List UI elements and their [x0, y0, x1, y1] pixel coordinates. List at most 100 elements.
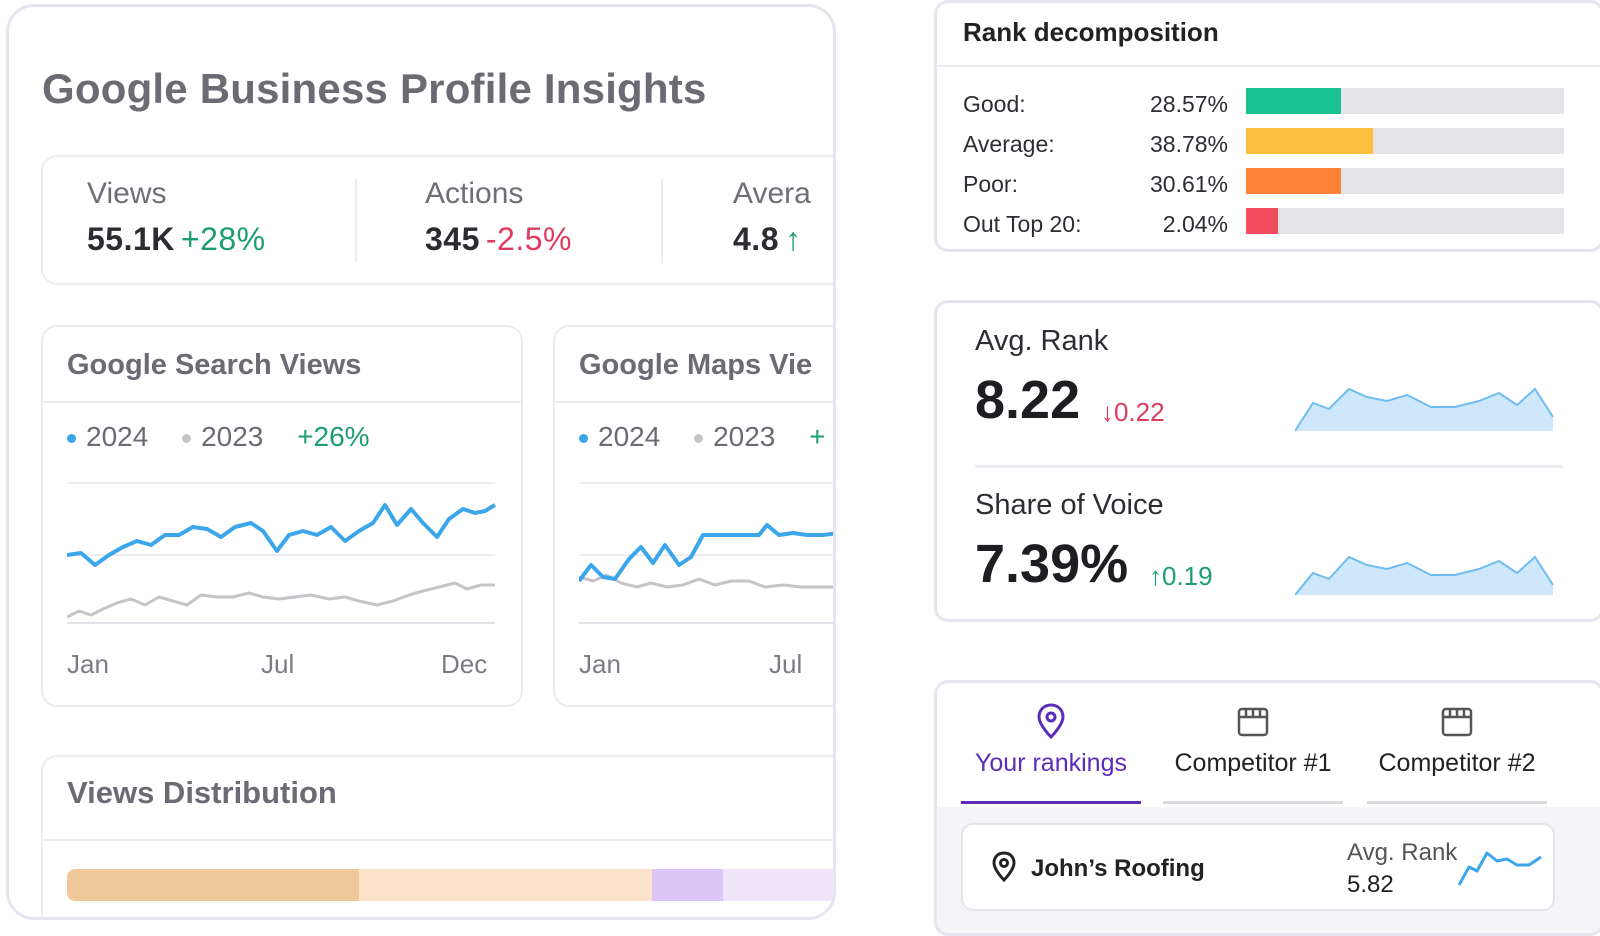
rank-label: Average:	[963, 131, 1055, 157]
share-of-voice-label: Share of Voice	[975, 489, 1164, 521]
axis-label: Jul	[769, 649, 803, 679]
kpi-label: Views	[87, 177, 167, 210]
divider	[43, 839, 833, 841]
tab-label: Competitor #2	[1378, 749, 1536, 777]
tab-underline	[1367, 801, 1547, 804]
legend-dot-icon	[182, 434, 192, 444]
distribution-segment	[651, 869, 723, 901]
divider	[555, 401, 833, 403]
card-title: Google Search Views	[67, 349, 362, 381]
card-title: Views Distribution	[67, 775, 337, 810]
distribution-segment	[67, 869, 360, 901]
distribution-bar	[67, 869, 833, 901]
legend-dot-icon	[67, 434, 76, 444]
legend-label: 2023	[201, 421, 264, 452]
kpi-views[interactable]: Views 55.1K +28%	[87, 177, 266, 258]
card-title: Rank decomposition	[963, 17, 1219, 47]
rank-bar-fill	[1246, 128, 1374, 154]
axis-label: Dec	[441, 649, 488, 679]
legend-label: 2024	[598, 421, 661, 452]
kpi-label: Actions	[425, 177, 524, 210]
share-of-voice-sparkline	[1295, 555, 1554, 596]
tab-label: Your rankings	[975, 749, 1127, 777]
business-name: John’s Roofing	[1031, 855, 1205, 882]
maps-views-line-chart	[579, 482, 833, 624]
sparkline-area	[1295, 557, 1553, 595]
legend-change: +26%	[297, 421, 370, 452]
chart-legend: 2024 2023 +	[579, 421, 833, 453]
sparkline-area	[1295, 389, 1553, 431]
line-2023	[579, 573, 833, 589]
rank-label: Good:	[963, 91, 1026, 117]
axis-label: Jul	[261, 649, 295, 679]
legend-2023[interactable]: 2023	[182, 421, 263, 452]
axis-label: Jan	[67, 649, 109, 679]
divider	[975, 465, 1563, 468]
maps-views-card: Google Maps Vie 2024 2023 + Jan Jul	[553, 325, 833, 707]
rank-bar-fill	[1246, 88, 1342, 114]
tab-bar: Your rankings Competitor #1 Competitor #…	[937, 683, 1600, 807]
line-2024	[67, 503, 497, 567]
rank-bar-track	[1246, 168, 1564, 194]
sparkline-line	[1295, 555, 1554, 596]
divider	[937, 65, 1600, 67]
kpi-delta: ↑	[784, 221, 802, 257]
kpi-value: 55.1K	[87, 221, 175, 257]
avg-rank-sparkline	[1295, 387, 1554, 432]
rankings-tabs-card: Your rankings Competitor #1 Competitor #…	[934, 680, 1600, 936]
rank-bar-track	[1246, 208, 1564, 234]
rank-bar-track	[1246, 128, 1564, 154]
legend-2023[interactable]: 2023	[694, 421, 775, 452]
legend-change: +	[809, 421, 826, 452]
legend-2024[interactable]: 2024	[67, 421, 148, 452]
divider	[43, 401, 521, 403]
share-of-voice-value: 7.39%	[975, 534, 1129, 594]
line-2023	[67, 581, 495, 619]
search-views-card: Google Search Views 2024 2023 +26% Jan J…	[41, 325, 523, 707]
business-rank-sparkline	[1457, 851, 1542, 886]
kpi-delta: +28%	[180, 221, 266, 257]
legend-label: 2024	[86, 421, 149, 452]
tab-underline	[961, 801, 1141, 804]
tab-label: Competitor #1	[1174, 749, 1332, 777]
storefront-icon	[1367, 701, 1547, 741]
rank-decomposition-card: Rank decomposition Good: 28.57% Average:…	[934, 0, 1600, 252]
divider	[661, 179, 663, 263]
rank-bar-track	[1246, 88, 1564, 114]
avg-rank-value: 8.22	[975, 370, 1081, 430]
location-pin-icon	[989, 851, 1019, 888]
storefront-icon	[1163, 701, 1343, 741]
distribution-segment	[359, 869, 652, 901]
rank-bar-fill	[1246, 168, 1342, 194]
kpi-average[interactable]: Avera 4.8 ↑	[733, 177, 811, 258]
kpi-value: 345	[425, 221, 480, 257]
business-rank-label: Avg. Rank	[1347, 839, 1458, 866]
location-pin-icon	[961, 701, 1141, 741]
rank-percent: 38.78%	[1149, 131, 1228, 157]
avg-rank-label: Avg. Rank	[975, 325, 1109, 357]
views-distribution-card: Views Distribution	[41, 755, 833, 917]
tab-your-rankings[interactable]: Your rankings	[961, 701, 1141, 804]
rank-bar-fill	[1246, 208, 1278, 234]
rank-label: Out Top 20:	[963, 211, 1082, 237]
rank-percent: 2.04%	[1162, 211, 1228, 237]
metrics-card: Avg. Rank 8.22 ↓0.22 Share of Voice 7.39…	[934, 300, 1600, 622]
rank-percent: 28.57%	[1149, 91, 1228, 117]
distribution-segment	[722, 869, 833, 901]
business-rank-value: 5.82	[1347, 871, 1394, 898]
avg-rank-delta: ↓0.22	[1101, 397, 1165, 427]
card-title: Google Maps Vie	[579, 349, 813, 381]
share-of-voice-delta: ↑0.19	[1149, 561, 1213, 591]
tab-underline	[1163, 801, 1343, 804]
tab-competitor-1[interactable]: Competitor #1	[1163, 701, 1343, 804]
tab-competitor-2[interactable]: Competitor #2	[1367, 701, 1547, 804]
kpi-label: Avera	[733, 177, 811, 210]
legend-2024[interactable]: 2024	[579, 421, 660, 452]
insights-panel: Google Business Profile Insights Views 5…	[6, 4, 836, 920]
kpi-actions[interactable]: Actions 345 -2.5%	[425, 177, 572, 258]
search-views-line-chart	[67, 482, 497, 624]
kpi-card: Views 55.1K +28% Actions 345 -2.5% Avera 4…	[41, 155, 833, 285]
legend-dot-icon	[579, 434, 588, 444]
chart-legend: 2024 2023 +26%	[67, 421, 396, 453]
business-row[interactable]: John’s Roofing Avg. Rank 5.82	[961, 823, 1555, 911]
